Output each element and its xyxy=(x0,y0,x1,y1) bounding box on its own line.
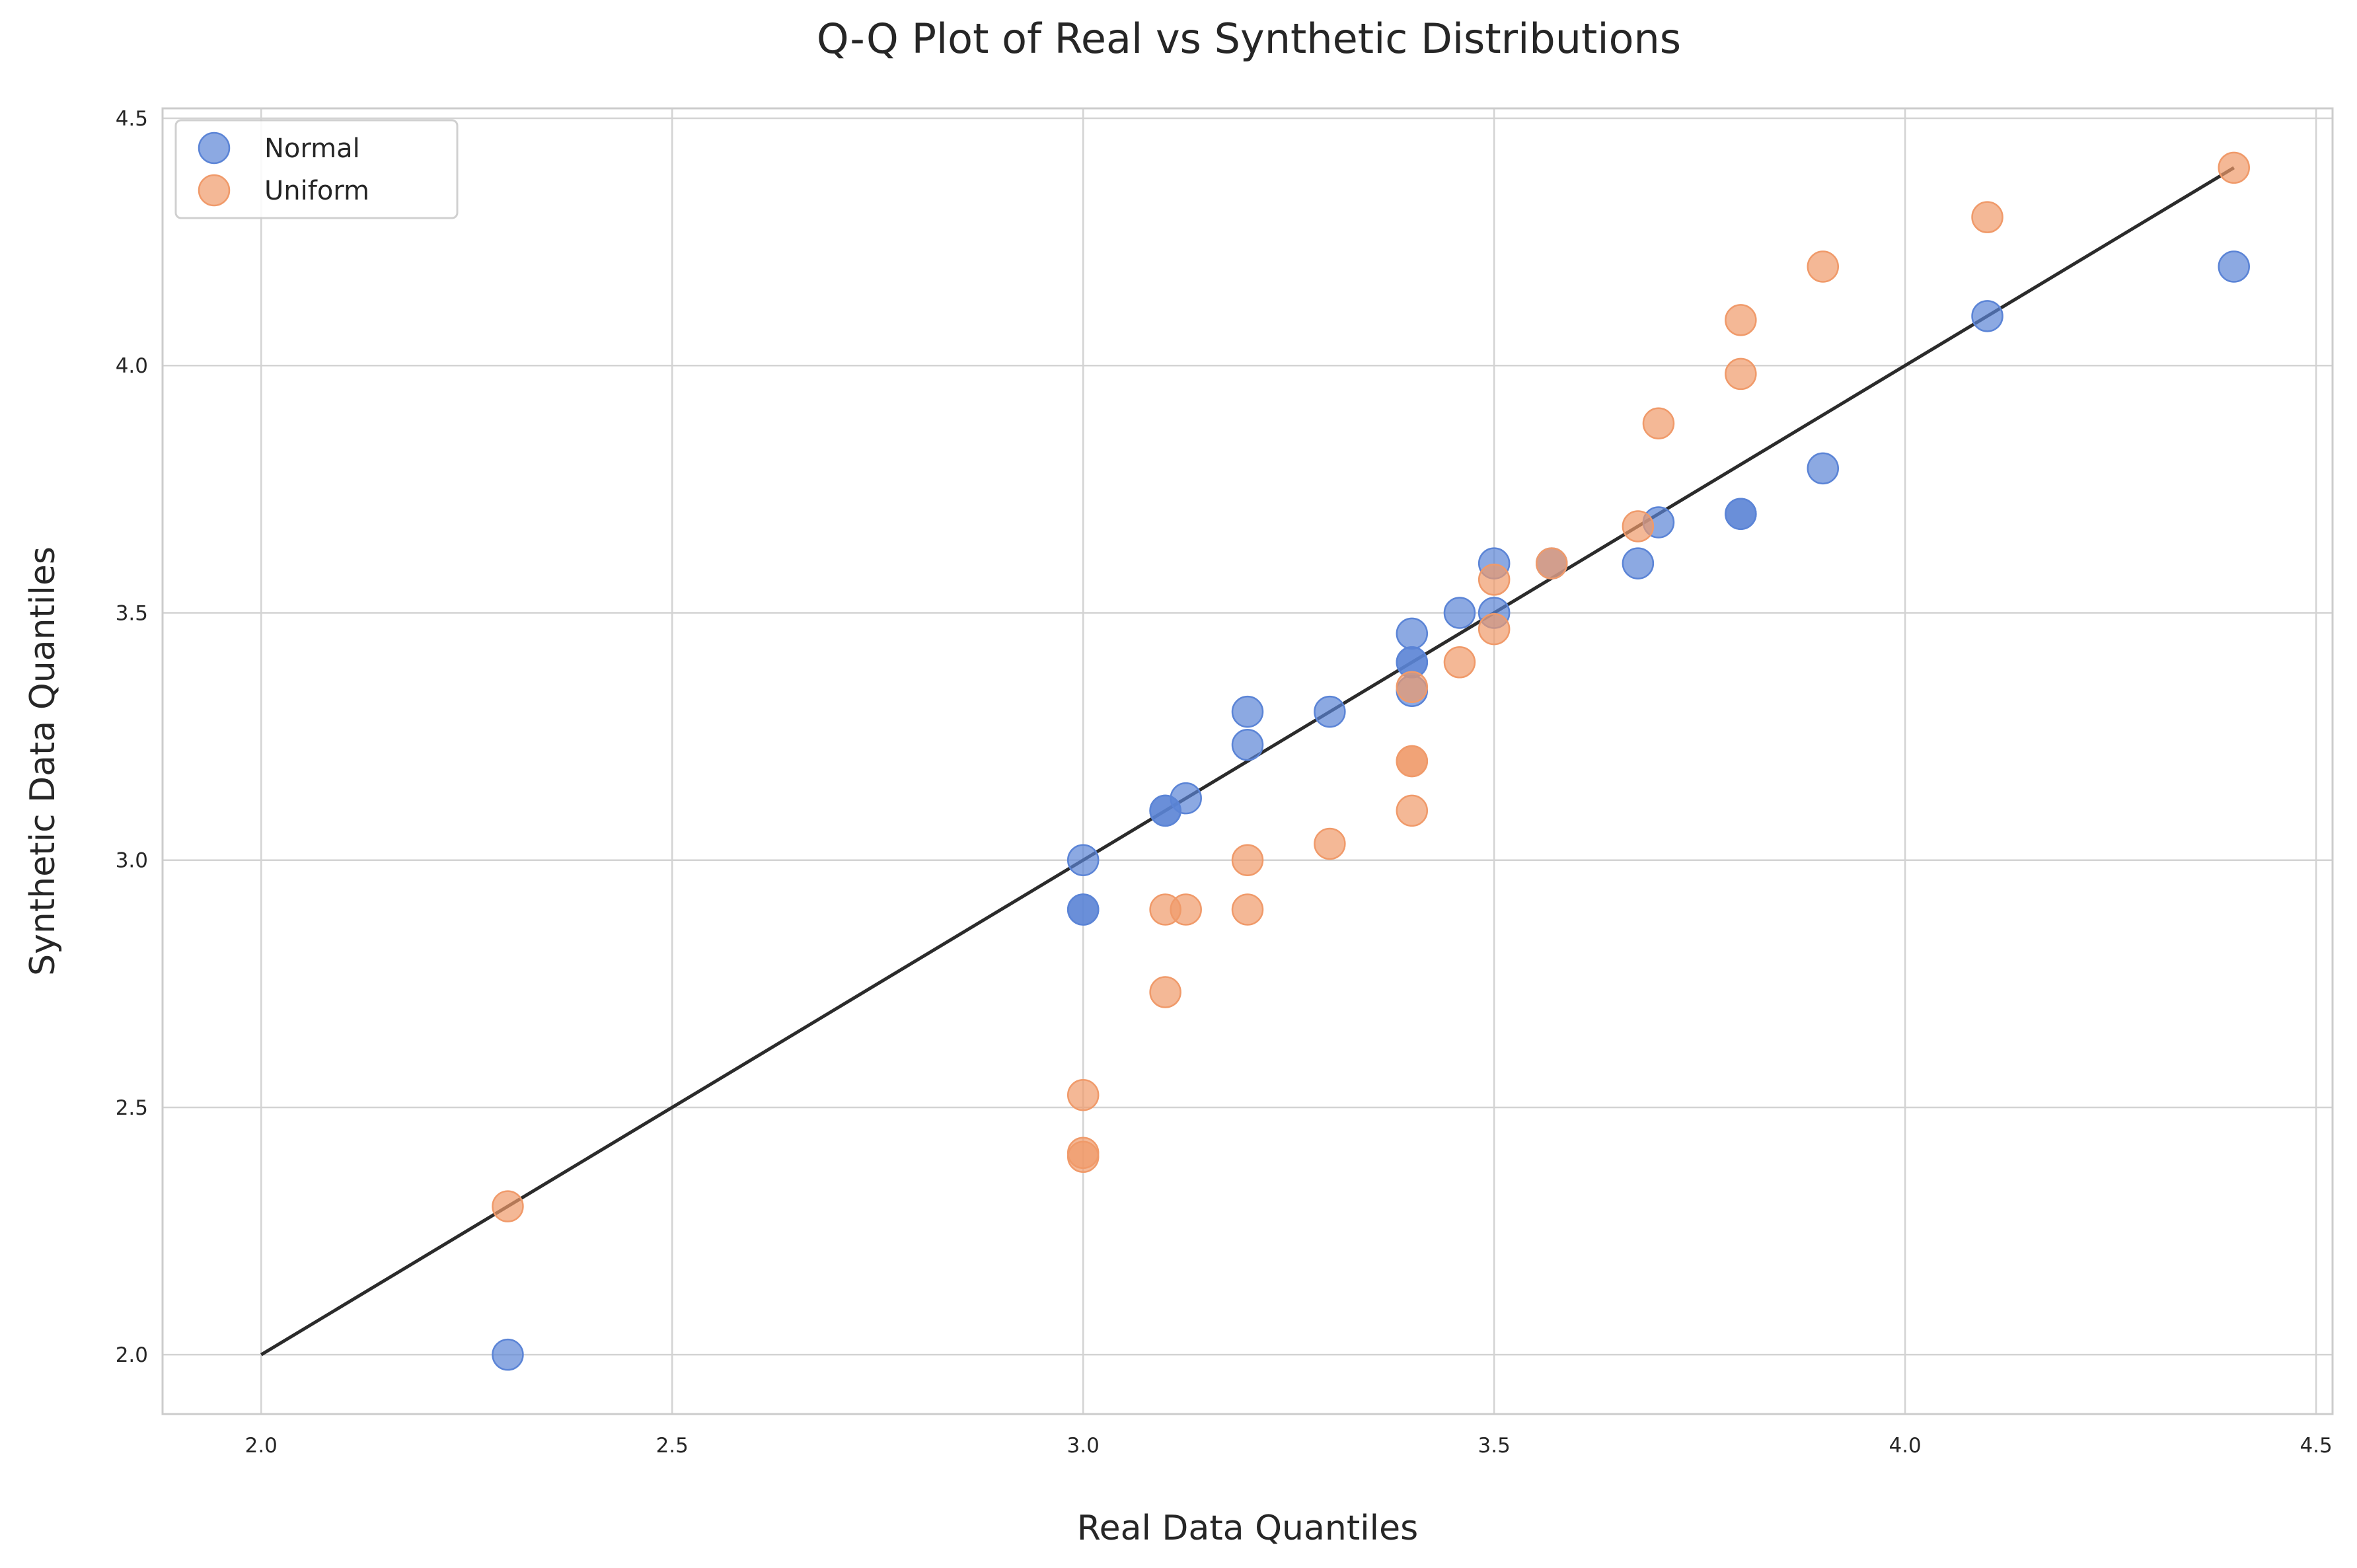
chart-title: Q-Q Plot of Real vs Synthetic Distributi… xyxy=(817,15,1681,63)
legend-label-uniform: Uniform xyxy=(264,176,369,206)
data-point xyxy=(1396,745,1429,778)
data-point xyxy=(1231,695,1264,728)
data-point xyxy=(1478,564,1511,596)
y-tick-label: 3.0 xyxy=(116,849,148,873)
data-point xyxy=(1314,695,1346,728)
x-tick-label: 3.0 xyxy=(1067,1434,1100,1458)
data-point xyxy=(492,1338,524,1371)
data-point xyxy=(1396,671,1429,703)
reference-line-layer xyxy=(260,166,2235,1357)
x-tick-label: 2.5 xyxy=(656,1434,689,1458)
points-layer xyxy=(492,151,2250,1371)
data-point xyxy=(1396,794,1429,827)
data-point xyxy=(1622,510,1655,542)
legend-marker-uniform xyxy=(198,174,231,207)
data-point xyxy=(1622,547,1655,579)
y-tick-label: 4.0 xyxy=(116,354,148,378)
legend-marker-normal xyxy=(198,131,231,165)
y-axis-label: Synthetic Data Quantiles xyxy=(23,546,63,976)
data-point xyxy=(1807,452,1840,485)
series-uniform xyxy=(492,151,2250,1222)
data-point xyxy=(1231,844,1264,876)
data-point xyxy=(2218,250,2250,283)
y-tick-label: 3.5 xyxy=(116,601,148,625)
data-point xyxy=(1170,782,1202,815)
y-tick-label: 2.5 xyxy=(116,1096,148,1120)
data-point xyxy=(1971,201,2003,233)
data-point xyxy=(1149,976,1181,1008)
data-point xyxy=(1170,893,1202,926)
plot-frame xyxy=(161,107,2334,1415)
data-point xyxy=(1314,827,1346,860)
x-tick-label: 2.0 xyxy=(245,1434,278,1458)
data-point xyxy=(1443,597,1476,629)
data-point xyxy=(1443,646,1476,679)
data-point xyxy=(1725,357,1757,391)
data-point xyxy=(1642,407,1675,440)
tick-labels: 2.0 2.5 3.0 3.5 4.0 4.5 2.0 2.5 3.0 3.5 4.0 4.5 xyxy=(116,107,2333,1458)
data-point xyxy=(1725,304,1757,336)
x-tick-label: 4.0 xyxy=(1889,1434,1921,1458)
legend: Normal Uniform xyxy=(174,119,459,219)
data-point xyxy=(1478,613,1511,646)
legend-box xyxy=(174,119,459,219)
data-point xyxy=(2218,151,2250,184)
data-point xyxy=(1725,498,1757,531)
x-tick-label: 4.5 xyxy=(2300,1434,2332,1458)
data-point xyxy=(1231,729,1264,761)
x-tick-label: 3.5 xyxy=(1478,1434,1511,1458)
data-point xyxy=(1536,547,1568,579)
legend-label-normal: Normal xyxy=(264,133,360,164)
data-point xyxy=(1066,1078,1100,1111)
x-axis-label: Real Data Quantiles xyxy=(1077,1509,1418,1548)
data-point xyxy=(1066,893,1100,926)
y-tick-label: 4.5 xyxy=(116,107,148,131)
data-point xyxy=(1066,844,1100,876)
data-point xyxy=(492,1190,524,1222)
data-point xyxy=(1231,893,1264,926)
data-point xyxy=(1971,300,2003,332)
y-tick-label: 2.0 xyxy=(116,1343,148,1367)
data-point xyxy=(1066,1137,1100,1170)
reference-line xyxy=(260,166,2235,1357)
data-point xyxy=(1807,250,1840,283)
data-point xyxy=(1396,617,1429,650)
